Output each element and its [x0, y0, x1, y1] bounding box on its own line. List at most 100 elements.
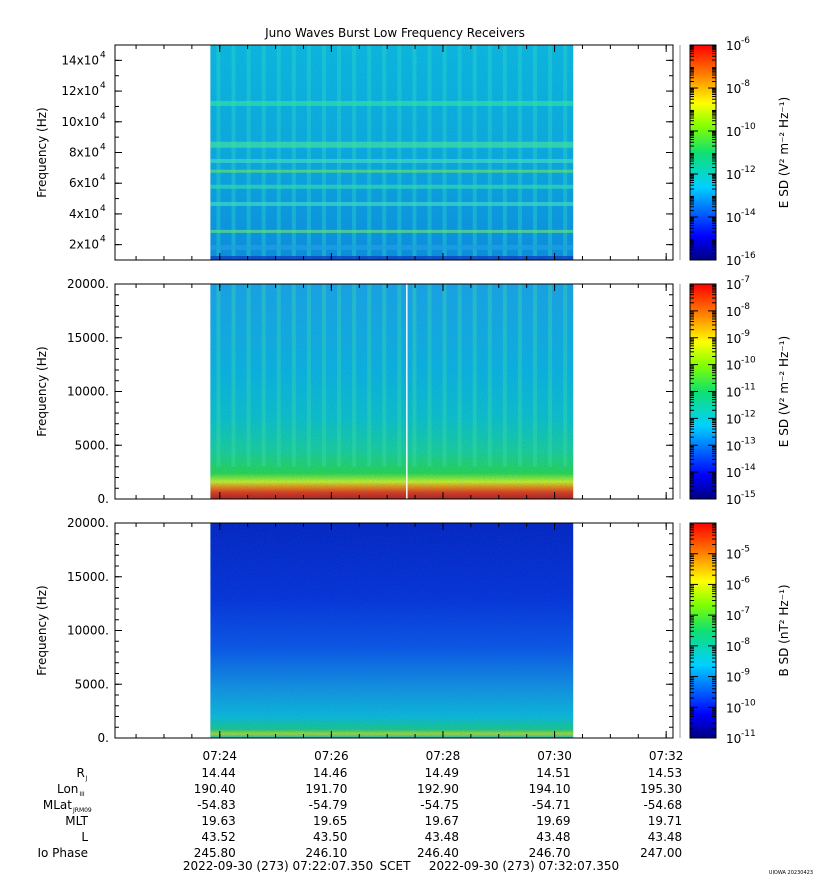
spectrogram-panel-1 [210, 45, 574, 260]
spectrogram-striation [472, 45, 477, 260]
colorbar-label: E SD (V² m⁻² Hz⁻¹) [777, 336, 791, 447]
spectrogram-striation [563, 45, 568, 260]
spectrogram-band [210, 229, 574, 233]
x-tick-label: 07:28 [426, 749, 461, 763]
colorbar-tick-label-exponent: -10 [741, 698, 756, 708]
ephemeris-row-label: MLat [43, 798, 72, 812]
colorbar-tick-label: 10 [726, 671, 741, 685]
spectrogram-striation [321, 45, 326, 260]
colorbar-tick-label: 10 [726, 412, 741, 426]
ephemeris-value: 43.48 [425, 830, 459, 844]
ephemeris-value: -54.79 [309, 798, 348, 812]
y-tick-label: 20000. [67, 516, 109, 530]
colorbar-tick-label-exponent: -16 [741, 251, 756, 261]
ephemeris-value: 19.71 [648, 814, 682, 828]
spectrogram-striation [291, 284, 296, 467]
spectrogram-striation [261, 284, 266, 467]
spectrogram-band [210, 244, 574, 250]
colorbar-label: E SD (V² m⁻² Hz⁻¹) [777, 97, 791, 208]
y-tick-label-exponent: 4 [100, 81, 106, 91]
colorbar-tick-label-exponent: -6 [741, 575, 750, 585]
colorbar-tick-label: 10 [726, 278, 741, 292]
y-tick-label-exponent: 4 [100, 112, 106, 122]
spectrogram-striation [337, 284, 342, 467]
y-tick-label: 15000. [67, 570, 109, 584]
ephemeris-value: 246.70 [529, 846, 571, 860]
colorbar-tick-label: 10 [726, 640, 741, 654]
ephemeris-value: 246.40 [417, 846, 459, 860]
colorbar-tick-label: 10 [726, 578, 741, 592]
colorbar-tick-label-exponent: -5 [741, 545, 750, 555]
colorbar-tick-label-exponent: -11 [741, 729, 756, 739]
ephemeris-row-subscript: J [85, 775, 88, 782]
spectrogram-striation [457, 45, 462, 260]
ephemeris-row-subscript: III [79, 791, 85, 798]
spectrogram-striation [276, 45, 281, 260]
colorbar-tick-label-exponent: -15 [741, 490, 756, 500]
spectrogram-striation [216, 45, 221, 260]
spectrogram-striation [382, 45, 387, 260]
y-tick-label: 8x10 [69, 146, 99, 160]
spectrogram-striation [231, 45, 236, 260]
spectrogram-striation [367, 284, 372, 467]
y-tick-label: 5000. [75, 438, 109, 452]
ephemeris-value: 43.48 [648, 830, 682, 844]
y-tick-label: 5000. [75, 677, 109, 691]
colorbar-tick-label-exponent: -12 [741, 165, 756, 175]
spectrogram-band [210, 201, 574, 206]
y-axis-label: Frequency (Hz) [35, 107, 49, 198]
y-axis-label: Frequency (Hz) [35, 346, 49, 437]
colorbar-tick-label-exponent: -14 [741, 208, 756, 218]
spectrogram-striation [442, 284, 447, 467]
spectrogram-striation [261, 45, 266, 260]
colorbar-tick-label-exponent: -11 [741, 383, 756, 393]
spectrogram-striation [457, 284, 462, 467]
y-tick-label: 15000. [67, 331, 109, 345]
spectrogram-striation [397, 45, 402, 260]
y-tick-label-exponent: 4 [100, 173, 106, 183]
colorbar-tick-label: 10 [726, 493, 741, 507]
ephemeris-value: 192.90 [417, 782, 459, 796]
colorbar-tick-label: 10 [726, 439, 741, 453]
ephemeris-value: 14.53 [648, 766, 682, 780]
ephemeris-value: -54.75 [420, 798, 459, 812]
colorbar-frame [689, 44, 717, 261]
colorbar-tick-label-exponent: -7 [741, 606, 750, 616]
y-axis-label: Frequency (Hz) [35, 585, 49, 676]
ephemeris-value: 14.46 [313, 766, 347, 780]
x-tick-label: 07:24 [202, 749, 237, 763]
ephemeris-value: 247.00 [640, 846, 682, 860]
colorbar-tick-label: 10 [726, 82, 741, 96]
ephemeris-value: 19.69 [536, 814, 570, 828]
y-tick-label: 12x10 [61, 84, 99, 98]
spectrogram-striation [216, 284, 221, 467]
ephemeris-value: 19.67 [425, 814, 459, 828]
ephemeris-value: 19.63 [201, 814, 235, 828]
spectrogram-striation [306, 45, 311, 260]
y-tick-label: 20000. [67, 277, 109, 291]
y-tick-label: 4x10 [69, 207, 99, 221]
spectrogram-striation [472, 284, 477, 467]
ephemeris-value: 194.10 [529, 782, 571, 796]
colorbar-tick-label-exponent: -6 [741, 36, 750, 46]
footer-start-time: 2022-09-30 (273) 07:22:07.350 [183, 859, 373, 873]
spectrogram-noise-texture [210, 284, 574, 499]
ephemeris-row-label: L [81, 830, 88, 844]
chart-title: Juno Waves Burst Low Frequency Receivers [264, 26, 525, 40]
y-tick-label: 2x10 [69, 238, 99, 252]
ephemeris-value: 43.50 [313, 830, 347, 844]
colorbar-tick-label-exponent: -13 [741, 436, 756, 446]
spectrogram-band [210, 184, 574, 189]
colorbar-gradient [690, 45, 716, 260]
spectrogram-striation [548, 284, 553, 467]
spectrogram-band [210, 158, 574, 163]
spectrogram-striation [533, 45, 538, 260]
colorbar-label: B SD (nT² Hz⁻¹) [777, 584, 791, 676]
spectrogram-striation [548, 45, 553, 260]
ephemeris-row-label: R [76, 766, 84, 780]
spectrogram-striation [487, 45, 492, 260]
colorbar-tick-label: 10 [726, 466, 741, 480]
